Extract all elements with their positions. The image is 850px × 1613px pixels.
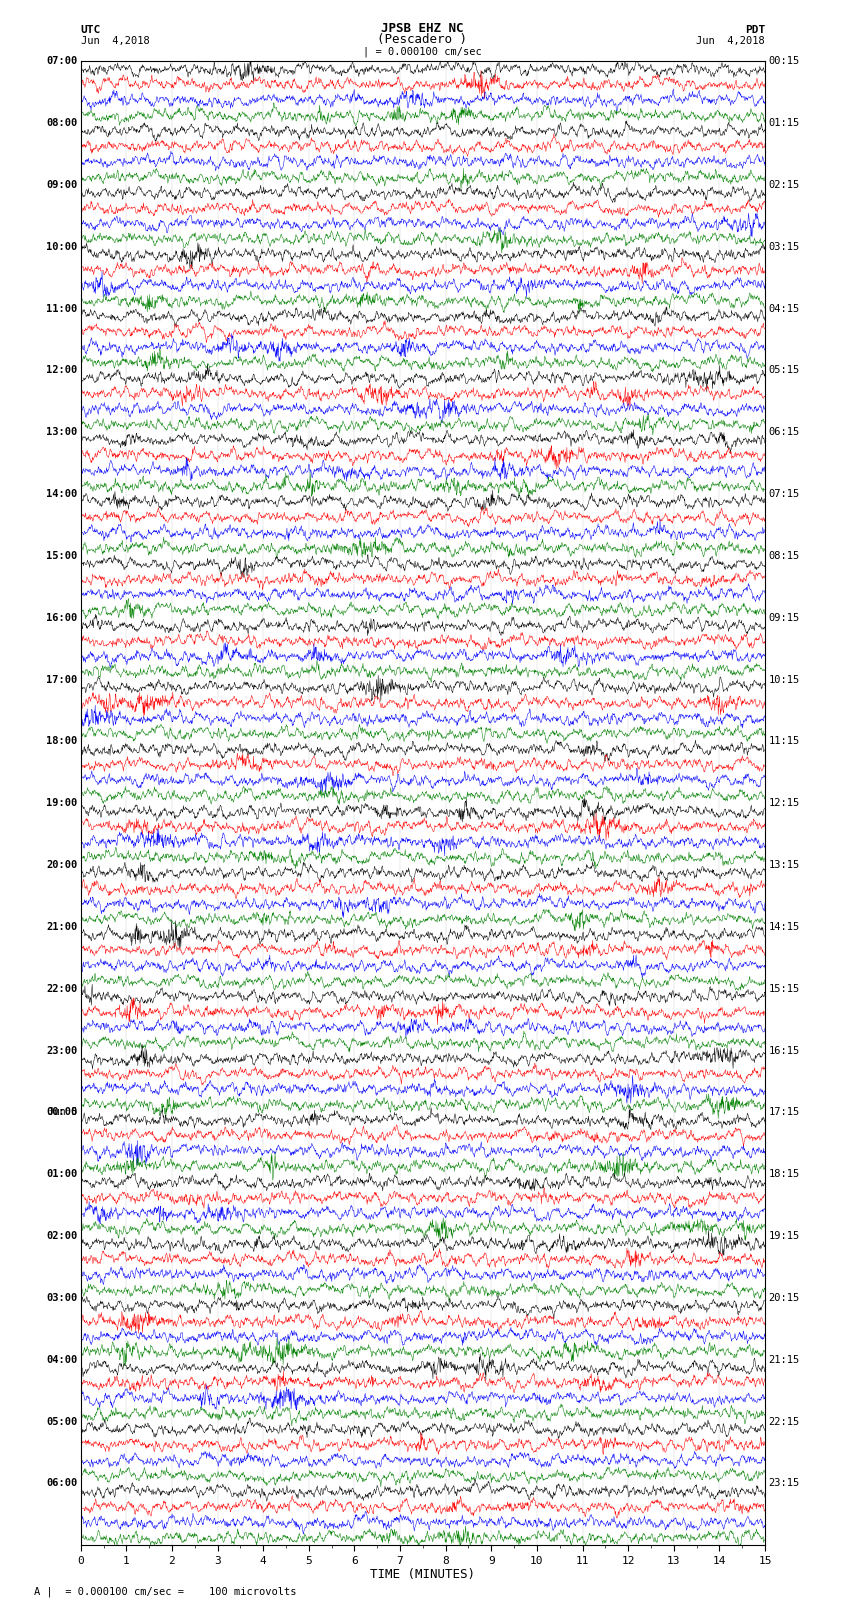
- Text: 18:15: 18:15: [768, 1169, 800, 1179]
- Text: Jun 5: Jun 5: [48, 1108, 77, 1118]
- Text: 21:00: 21:00: [46, 923, 77, 932]
- Text: 23:00: 23:00: [46, 1045, 77, 1055]
- Text: 04:00: 04:00: [46, 1355, 77, 1365]
- Text: 20:15: 20:15: [768, 1294, 800, 1303]
- Text: 16:15: 16:15: [768, 1045, 800, 1055]
- Text: 09:00: 09:00: [46, 181, 77, 190]
- Text: 04:15: 04:15: [768, 303, 800, 313]
- Text: 13:00: 13:00: [46, 427, 77, 437]
- Text: 21:15: 21:15: [768, 1355, 800, 1365]
- Text: 22:15: 22:15: [768, 1416, 800, 1426]
- Text: (Pescadero ): (Pescadero ): [377, 32, 468, 45]
- Text: 19:15: 19:15: [768, 1231, 800, 1240]
- Text: 01:15: 01:15: [768, 118, 800, 127]
- X-axis label: TIME (MINUTES): TIME (MINUTES): [371, 1568, 475, 1581]
- Text: 05:15: 05:15: [768, 366, 800, 376]
- Text: 14:15: 14:15: [768, 923, 800, 932]
- Text: 15:00: 15:00: [46, 552, 77, 561]
- Text: Jun  4,2018: Jun 4,2018: [81, 35, 150, 45]
- Text: Jun  4,2018: Jun 4,2018: [696, 35, 765, 45]
- Text: 17:15: 17:15: [768, 1108, 800, 1118]
- Text: 03:15: 03:15: [768, 242, 800, 252]
- Text: 00:15: 00:15: [768, 56, 800, 66]
- Text: A |  = 0.000100 cm/sec =    100 microvolts: A | = 0.000100 cm/sec = 100 microvolts: [34, 1586, 297, 1597]
- Text: 08:15: 08:15: [768, 552, 800, 561]
- Text: 06:15: 06:15: [768, 427, 800, 437]
- Text: 00:00: 00:00: [46, 1108, 77, 1118]
- Text: 01:00: 01:00: [46, 1169, 77, 1179]
- Text: | = 0.000100 cm/sec: | = 0.000100 cm/sec: [363, 47, 482, 58]
- Text: 20:00: 20:00: [46, 860, 77, 869]
- Text: 12:00: 12:00: [46, 366, 77, 376]
- Text: UTC: UTC: [81, 24, 101, 35]
- Text: 15:15: 15:15: [768, 984, 800, 994]
- Text: 13:15: 13:15: [768, 860, 800, 869]
- Text: 12:15: 12:15: [768, 798, 800, 808]
- Text: 19:00: 19:00: [46, 798, 77, 808]
- Text: 11:15: 11:15: [768, 737, 800, 747]
- Text: 14:00: 14:00: [46, 489, 77, 498]
- Text: 02:00: 02:00: [46, 1231, 77, 1240]
- Text: 17:00: 17:00: [46, 674, 77, 684]
- Text: 16:00: 16:00: [46, 613, 77, 623]
- Text: 22:00: 22:00: [46, 984, 77, 994]
- Text: 02:15: 02:15: [768, 181, 800, 190]
- Text: 03:00: 03:00: [46, 1294, 77, 1303]
- Text: 08:00: 08:00: [46, 118, 77, 127]
- Text: 06:00: 06:00: [46, 1479, 77, 1489]
- Text: 09:15: 09:15: [768, 613, 800, 623]
- Text: JPSB EHZ NC: JPSB EHZ NC: [381, 21, 464, 35]
- Text: 23:15: 23:15: [768, 1479, 800, 1489]
- Text: 18:00: 18:00: [46, 737, 77, 747]
- Text: 07:00: 07:00: [46, 56, 77, 66]
- Text: 05:00: 05:00: [46, 1416, 77, 1426]
- Text: 07:15: 07:15: [768, 489, 800, 498]
- Text: 10:15: 10:15: [768, 674, 800, 684]
- Text: 11:00: 11:00: [46, 303, 77, 313]
- Text: 10:00: 10:00: [46, 242, 77, 252]
- Text: PDT: PDT: [745, 24, 765, 35]
